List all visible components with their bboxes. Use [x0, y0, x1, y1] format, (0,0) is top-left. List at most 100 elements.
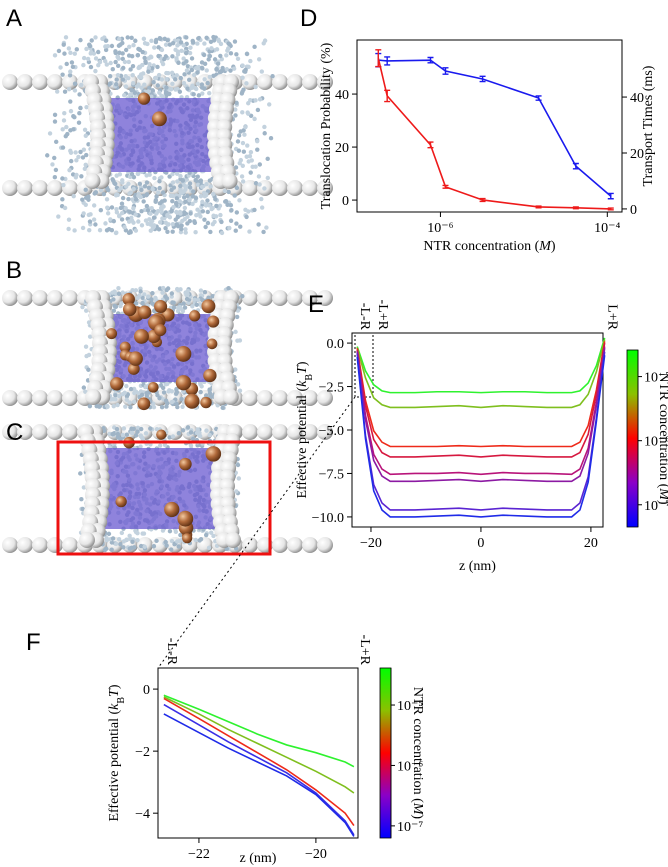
polymer-bead	[253, 84, 258, 90]
polymer-bead	[81, 485, 87, 490]
polymer-bead	[147, 61, 152, 67]
polymer-bead	[248, 170, 253, 175]
polymer-bead	[135, 425, 141, 430]
polymer-bead	[154, 426, 160, 432]
polymer-bead	[205, 220, 211, 226]
polymer-bead	[207, 74, 213, 80]
polymer-bead	[196, 93, 202, 98]
polymer-bead	[232, 193, 237, 198]
polymer-bead	[262, 38, 268, 43]
polymer-bead	[176, 544, 181, 549]
polymer-bead	[103, 38, 109, 43]
cargo	[182, 533, 193, 544]
polymer-bead	[93, 190, 99, 195]
polymer-bead	[157, 179, 162, 184]
polymer-bead	[117, 187, 122, 193]
polymer-bead	[107, 73, 113, 79]
polymer-bead	[240, 110, 245, 115]
polymer-bead	[111, 308, 117, 313]
membrane-bead	[287, 180, 303, 196]
polymer-bead	[118, 42, 123, 47]
polymer-bead	[116, 286, 121, 291]
membrane-bead	[302, 390, 318, 406]
colorbar-tick-label: 10⁻⁵	[644, 371, 668, 386]
polymer-bead	[82, 127, 88, 132]
polymer-bead	[185, 214, 190, 220]
label-part: NTR concentration (	[410, 687, 425, 803]
cargo	[122, 302, 137, 317]
polymer-bead	[63, 133, 68, 139]
series-line	[356, 346, 606, 476]
polymer-bead	[262, 124, 267, 130]
polymer-bead	[138, 444, 143, 449]
polymer-bead	[205, 209, 210, 215]
polymer-bead	[253, 181, 259, 186]
polymer-bead	[174, 171, 180, 176]
polymer-bead	[188, 430, 194, 435]
annotation: L+R	[605, 304, 620, 330]
polymer-bead	[220, 405, 225, 411]
polymer-bead	[133, 197, 139, 202]
polymer-bead	[167, 528, 173, 534]
polymer-bead	[168, 547, 174, 552]
polymer-bead	[235, 462, 241, 468]
polymer-bead	[257, 162, 263, 167]
polymer-bead	[77, 92, 82, 97]
polymer-bead	[150, 218, 155, 224]
polymer-bead	[106, 187, 111, 193]
polymer-bead	[77, 111, 82, 116]
polymer-bead	[185, 193, 190, 199]
polymer-bead	[212, 219, 217, 225]
polymer-bead	[155, 209, 161, 214]
polymer-bead	[105, 211, 111, 216]
polymer-bead	[246, 111, 251, 116]
polymer-bead	[68, 69, 73, 74]
polymer-bead	[181, 61, 186, 66]
polymer-bead	[160, 190, 166, 195]
membrane-bead	[47, 390, 63, 406]
polymer-bead	[178, 287, 183, 292]
y-axis-label: Translocation Probability (%)	[319, 42, 334, 209]
polymer-bead	[128, 405, 133, 410]
polymer-bead	[143, 431, 149, 436]
polymer-bead	[224, 67, 230, 72]
polymer-bead	[259, 196, 264, 202]
polymer-bead	[203, 532, 209, 538]
polymer-bead	[190, 436, 196, 442]
membrane-bead	[272, 424, 288, 440]
polymer-bead	[134, 301, 139, 306]
polymer-bead	[154, 194, 159, 199]
polymer-bead	[157, 185, 162, 191]
polymer-bead	[196, 36, 201, 41]
polymer-bead	[170, 180, 176, 185]
polymer-bead	[180, 404, 185, 409]
polymer-bead	[55, 89, 60, 94]
polymer-bead	[228, 68, 233, 73]
polymer-bead	[138, 543, 144, 549]
polymer-bead	[222, 188, 228, 194]
polymer-bead	[52, 175, 58, 180]
polymer-bead	[151, 215, 157, 220]
polymer-bead	[181, 195, 187, 200]
polymer-bead	[142, 292, 147, 297]
membrane-bead	[17, 74, 33, 90]
membrane-bead	[2, 180, 18, 196]
polymer-bead	[239, 174, 245, 179]
polymer-bead	[178, 183, 183, 189]
polymer-bead	[72, 88, 78, 93]
cargo	[137, 305, 152, 319]
polymer-bead	[210, 293, 215, 299]
membrane-bead	[257, 390, 273, 406]
polymer-bead	[121, 426, 127, 431]
polymer-bead	[184, 177, 189, 182]
polymer-bead	[131, 399, 137, 404]
error-bar	[572, 162, 579, 170]
polymer-bead	[167, 435, 172, 440]
polymer-bead	[204, 182, 209, 187]
polymer-bead	[60, 127, 65, 132]
polymer-bead	[87, 403, 93, 409]
polymer-bead	[142, 55, 147, 61]
label-part: T	[107, 688, 122, 697]
polymer-bead	[107, 81, 113, 86]
polymer-bead	[174, 391, 179, 396]
